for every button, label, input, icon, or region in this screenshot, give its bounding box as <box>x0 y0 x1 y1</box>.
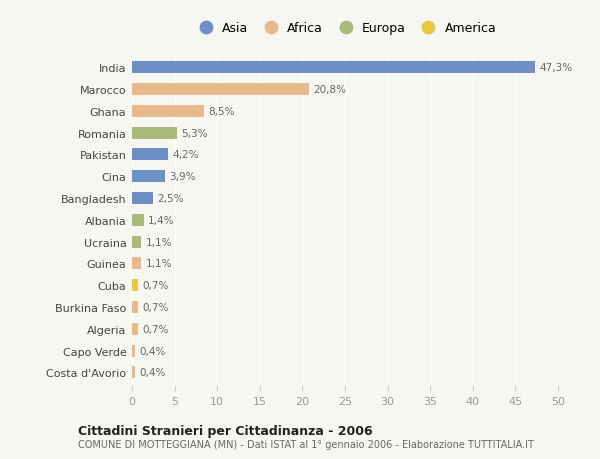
Bar <box>132 323 138 335</box>
Bar <box>132 106 205 118</box>
Text: 5,3%: 5,3% <box>181 129 208 138</box>
Bar <box>132 149 168 161</box>
Text: 2,5%: 2,5% <box>158 194 184 204</box>
Text: 0,7%: 0,7% <box>142 280 169 291</box>
Bar <box>132 214 144 226</box>
Text: 0,4%: 0,4% <box>140 368 166 377</box>
Bar <box>132 84 309 96</box>
Text: 1,1%: 1,1% <box>146 237 172 247</box>
Text: 4,2%: 4,2% <box>172 150 199 160</box>
Text: 8,5%: 8,5% <box>209 106 235 117</box>
Text: 0,4%: 0,4% <box>140 346 166 356</box>
Text: 0,7%: 0,7% <box>142 324 169 334</box>
Bar <box>132 236 142 248</box>
Bar <box>132 301 138 313</box>
Text: 47,3%: 47,3% <box>539 63 572 73</box>
Text: 0,7%: 0,7% <box>142 302 169 312</box>
Text: 1,4%: 1,4% <box>148 215 175 225</box>
Bar <box>132 280 138 291</box>
Bar <box>132 367 136 379</box>
Text: Cittadini Stranieri per Cittadinanza - 2006: Cittadini Stranieri per Cittadinanza - 2… <box>78 424 373 437</box>
Bar <box>132 258 142 270</box>
Bar <box>132 345 136 357</box>
Text: COMUNE DI MOTTEGGIANA (MN) - Dati ISTAT al 1° gennaio 2006 - Elaborazione TUTTIT: COMUNE DI MOTTEGGIANA (MN) - Dati ISTAT … <box>78 440 534 449</box>
Bar <box>132 62 535 74</box>
Text: 1,1%: 1,1% <box>146 259 172 269</box>
Text: 3,9%: 3,9% <box>169 172 196 182</box>
Bar <box>132 128 177 140</box>
Bar <box>132 171 165 183</box>
Legend: Asia, Africa, Europa, America: Asia, Africa, Europa, America <box>194 22 496 34</box>
Text: 20,8%: 20,8% <box>313 85 346 95</box>
Bar <box>132 193 154 205</box>
